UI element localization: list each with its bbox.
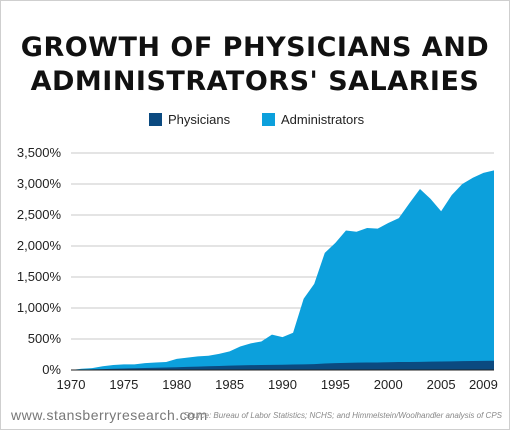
y-tick-label: 1,000% <box>17 300 62 315</box>
y-axis-tick-labels: 0% 500% 1,000% 1,500% 2,000% 2,500% 3,000% 3,50… <box>17 145 62 377</box>
y-tick-label: 3,000% <box>17 176 62 191</box>
legend-label-administrators: Administrators <box>281 112 365 127</box>
x-tick-label: 1990 <box>268 377 297 392</box>
x-tick-label: 1980 <box>162 377 191 392</box>
x-tick-label: 2000 <box>374 377 403 392</box>
footer-source: Source: Bureau of Labor Statistics; NCHS… <box>184 411 503 420</box>
x-tick-label: 1995 <box>321 377 350 392</box>
y-tick-label: 1,500% <box>17 269 62 284</box>
chart-title-line-2: ADMINISTRATORS' SALARIES <box>30 66 480 97</box>
footer-website: www.stansberryresearch.com <box>10 407 208 423</box>
x-tick-label: 1975 <box>109 377 138 392</box>
y-tick-label: 0% <box>42 362 61 377</box>
y-tick-label: 2,000% <box>17 238 62 253</box>
chart-title: GROWTH OF PHYSICIANS AND ADMINISTRATORS'… <box>1 31 509 99</box>
x-tick-label: 2009 <box>469 377 498 392</box>
y-tick-label: 2,500% <box>17 207 62 222</box>
x-axis-tick-labels: 1970 1975 1980 1985 1990 1995 2000 2005 2009 <box>57 377 498 392</box>
chart-title-line-1: GROWTH OF PHYSICIANS AND <box>20 32 490 63</box>
area-administrators <box>71 170 494 370</box>
legend-label-physicians: Physicians <box>168 112 231 127</box>
legend-swatch-physicians <box>149 113 162 126</box>
x-tick-label: 1970 <box>57 377 86 392</box>
footer: www.stansberryresearch.com Source: Burea… <box>10 407 503 423</box>
legend-swatch-administrators <box>262 113 275 126</box>
area-physicians <box>71 360 494 370</box>
x-tick-label: 2005 <box>427 377 456 392</box>
y-tick-label: 500% <box>28 331 62 346</box>
y-tick-label: 3,500% <box>17 145 62 160</box>
chart-areas <box>71 170 494 370</box>
x-tick-label: 1985 <box>215 377 244 392</box>
legend: Physicians Administrators <box>149 112 365 127</box>
